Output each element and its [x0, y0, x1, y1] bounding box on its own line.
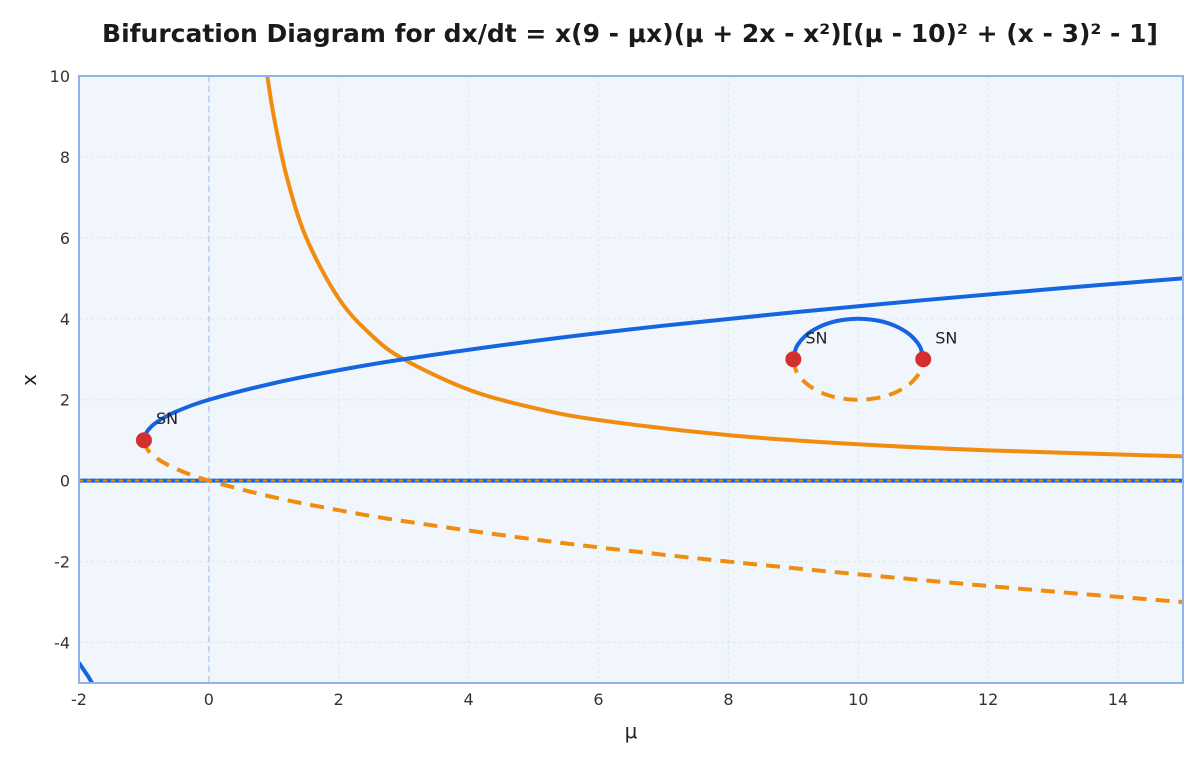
x-tick-label-3: 4	[464, 690, 474, 709]
y-tick-label-4: 4	[60, 310, 70, 329]
x-tick-label-1: 0	[204, 690, 214, 709]
series-line-4	[142, 276, 1183, 441]
fold-point-1	[785, 351, 802, 368]
y-axis-label: x	[17, 374, 41, 386]
series-line-7	[791, 358, 926, 402]
y-tick-label-6: 8	[60, 148, 70, 167]
x-tick-label-6: 10	[848, 690, 868, 709]
fold-label-1: SN	[805, 328, 827, 347]
series-line-5	[142, 439, 1183, 605]
y-tick-label-3: 2	[60, 391, 70, 410]
series-line-6	[791, 316, 926, 360]
fold-label-0: SN	[156, 409, 178, 428]
x-tick-label-7: 12	[978, 690, 998, 709]
y-tick-label-0: -4	[54, 634, 70, 653]
y-ticks: -4 -2 0 2 4 6 8 10	[50, 67, 70, 653]
x-axis-label: μ	[625, 719, 638, 743]
series-line-2	[79, 661, 94, 683]
plot-frame	[78, 75, 1184, 684]
y-tick-label-2: 0	[60, 472, 70, 491]
y-tick-label-5: 6	[60, 229, 70, 248]
fold-point-0	[135, 432, 152, 449]
series-line-3	[265, 76, 1183, 459]
x-ticks: -2 0 2 4 6 8 10 12 14	[71, 690, 1128, 709]
x-tick-label-4: 6	[593, 690, 603, 709]
x-tick-label-0: -2	[71, 690, 87, 709]
y-tick-label-1: -2	[54, 553, 70, 572]
plot-area	[79, 76, 1183, 683]
x-tick-label-2: 2	[334, 690, 344, 709]
fold-points: SN SN SN	[135, 328, 957, 449]
chart-title: Bifurcation Diagram for dx/dt = x(9 - μx…	[102, 19, 1158, 48]
fold-label-2: SN	[935, 328, 957, 347]
y-tick-label-7: 10	[50, 67, 70, 86]
fold-point-2	[915, 351, 932, 368]
x-tick-label-8: 14	[1108, 690, 1128, 709]
series-group	[79, 76, 1183, 683]
x-tick-label-5: 8	[723, 690, 733, 709]
